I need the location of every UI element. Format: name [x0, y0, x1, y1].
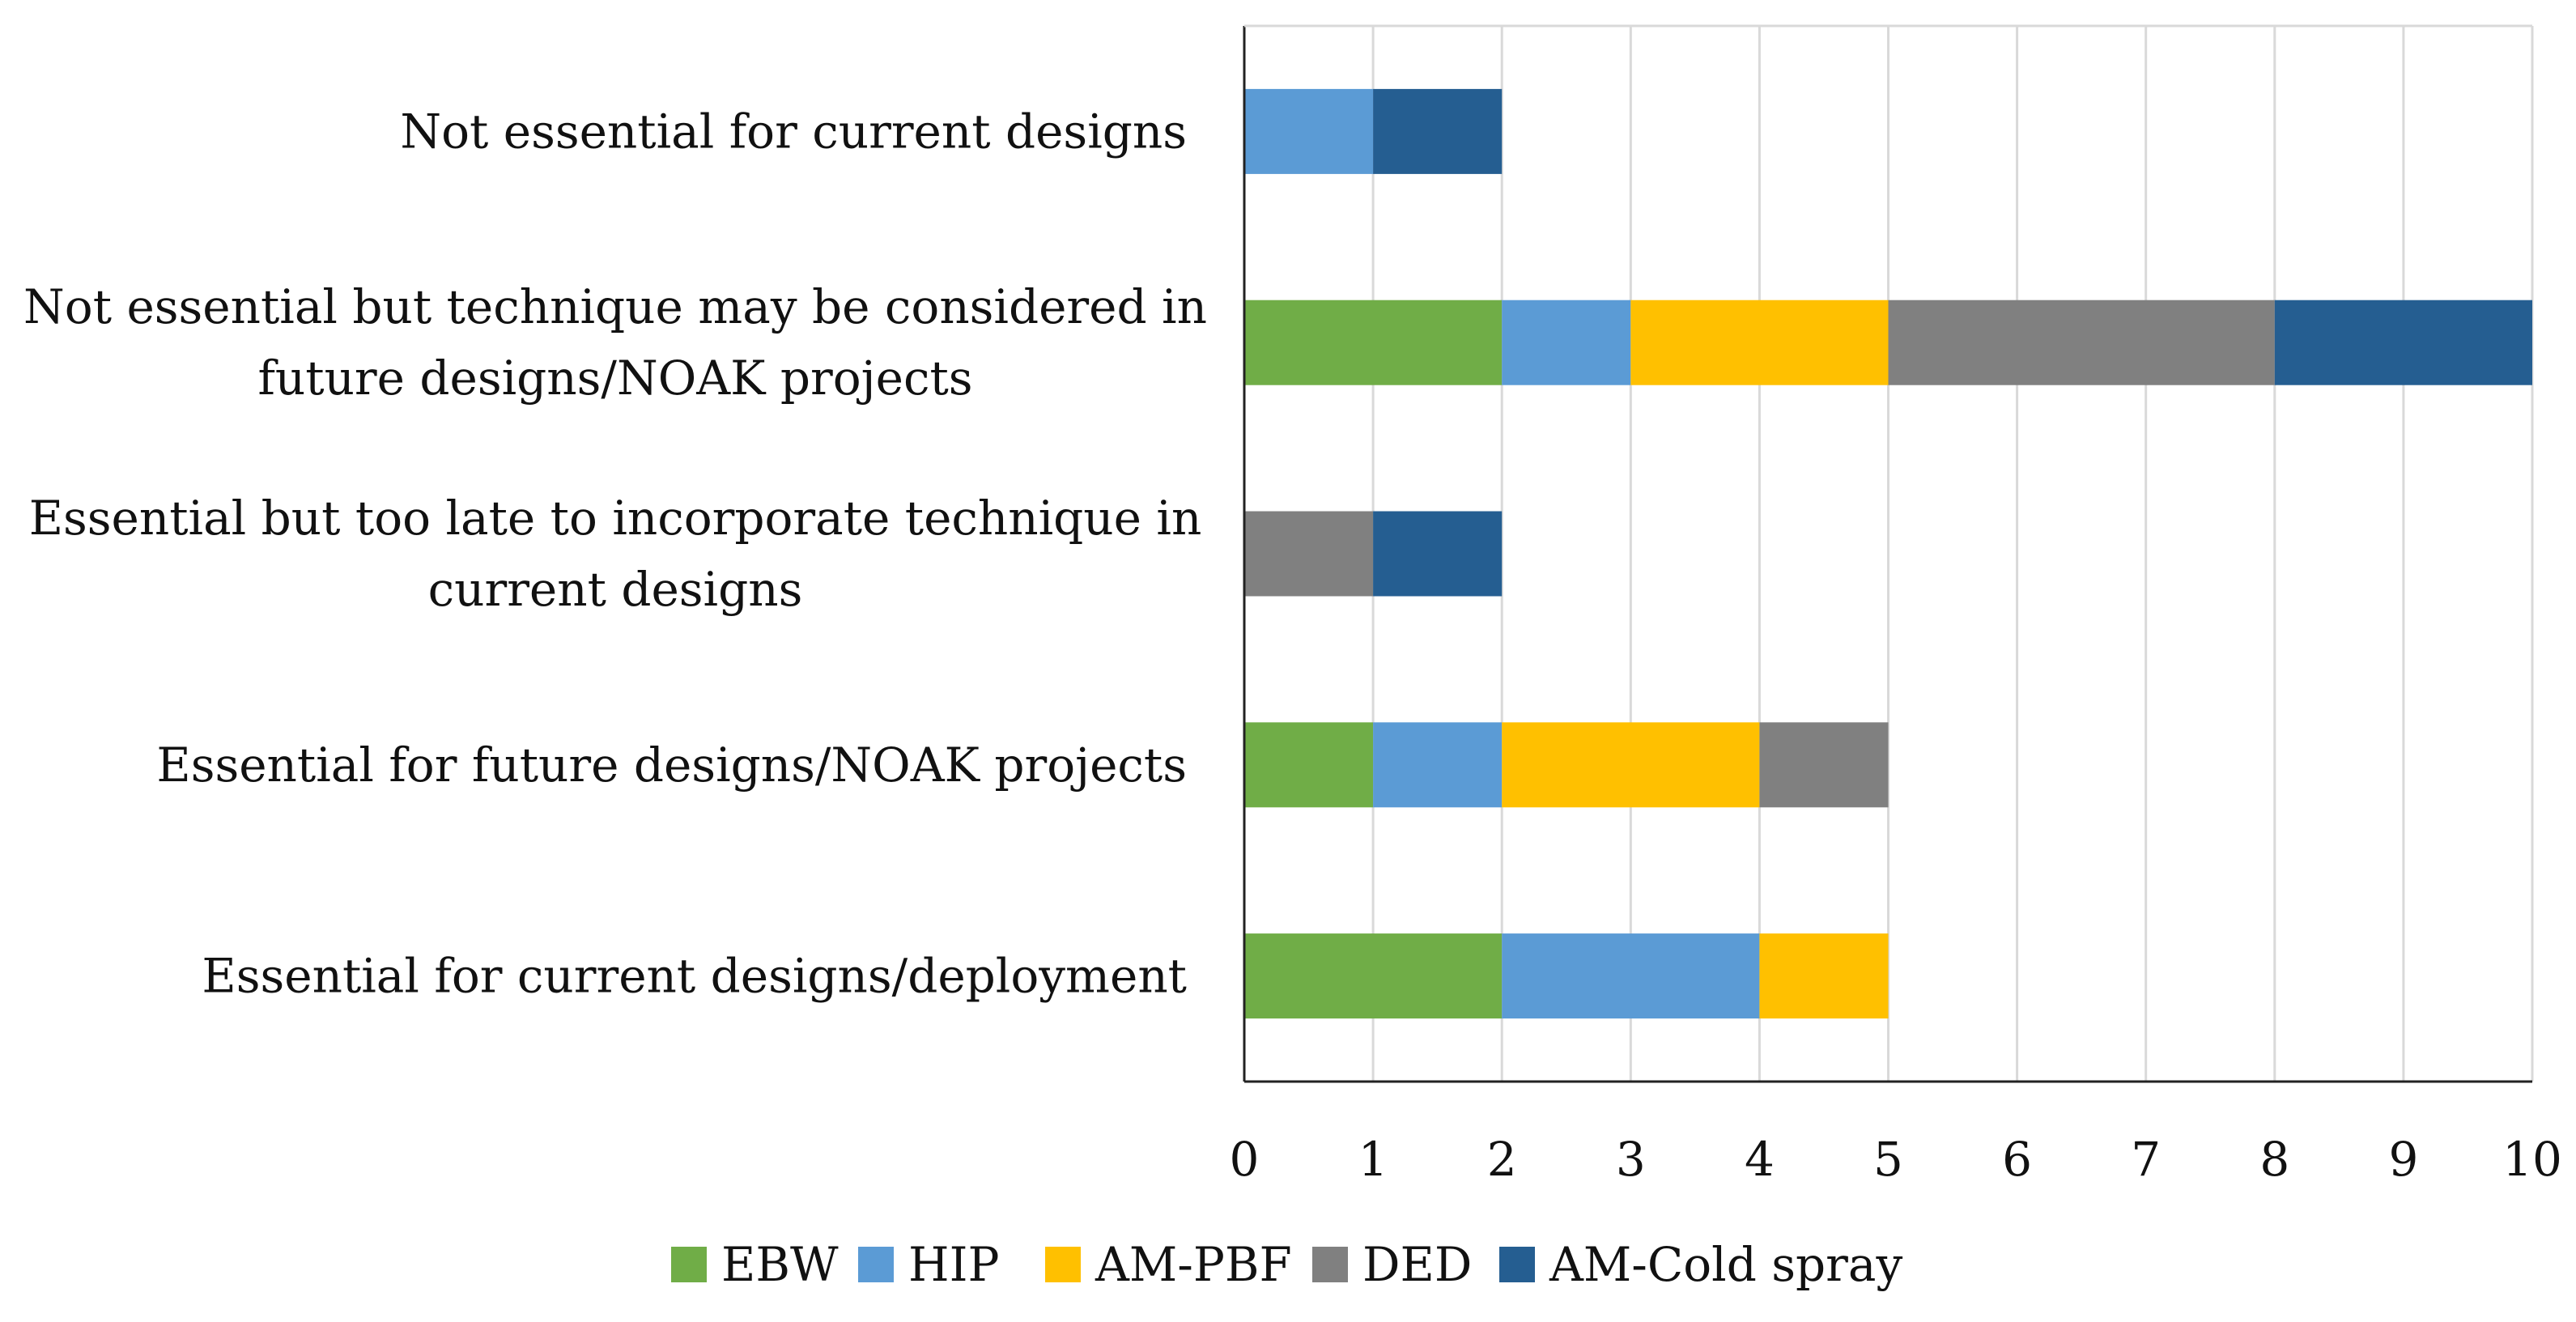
bar-segment-am-pbf: [1630, 300, 1889, 385]
legend-label: AM-PBF: [1095, 1237, 1292, 1292]
x-tick-label: 0: [1230, 1132, 1260, 1187]
x-tick-label: 9: [2388, 1132, 2418, 1187]
bar-segment-ebw: [1244, 722, 1374, 808]
legend-label: AM-Cold spray: [1549, 1237, 1902, 1292]
bar-segment-am-cold-spray: [2274, 300, 2532, 385]
x-tick-label: 2: [1487, 1132, 1517, 1187]
category-label: Not essential for current designs: [400, 104, 1187, 159]
category-label: Essential but too late to incorporate te…: [29, 491, 1202, 546]
bar-segment-am-cold-spray: [1373, 511, 1503, 597]
x-tick-label: 8: [2259, 1132, 2289, 1187]
legend-swatch: [1499, 1247, 1535, 1282]
category-label: current designs: [428, 562, 803, 617]
bar-segment-hip: [1502, 300, 1631, 385]
x-tick-label: 6: [2002, 1132, 2032, 1187]
legend-swatch: [1312, 1247, 1348, 1282]
x-tick-label: 7: [2131, 1132, 2161, 1187]
legend-label: DED: [1362, 1237, 1472, 1292]
bar-segment-hip: [1244, 88, 1374, 174]
legend-label: HIP: [908, 1237, 1000, 1292]
category-label: Essential for current designs/deployment: [202, 949, 1187, 1004]
bar-segment-ebw: [1244, 300, 1503, 385]
legend-label: EBW: [721, 1237, 839, 1292]
x-tick-label: 5: [1873, 1132, 1903, 1187]
category-labels: Not essential for current designs Not ess…: [23, 104, 1207, 1003]
bar-segment-ebw: [1244, 933, 1503, 1019]
axes: [1243, 24, 2532, 1083]
bar-segment-hip: [1373, 722, 1503, 808]
x-tick-label: 3: [1616, 1132, 1646, 1187]
gridlines: [1371, 26, 2534, 1082]
x-tick-label: 10: [2502, 1132, 2562, 1187]
category-label: Not essential but technique may be consi…: [23, 279, 1207, 334]
legend: EBW HIP AM-PBF DED AM-Cold spray: [671, 1237, 1902, 1292]
bar-segment-ded: [1759, 722, 1889, 808]
bars: [1244, 88, 2532, 1019]
legend-swatch: [1045, 1247, 1081, 1282]
x-tick-label: 1: [1358, 1132, 1388, 1187]
legend-swatch: [858, 1247, 894, 1282]
bar-segment-hip: [1502, 933, 1760, 1019]
bar-segment-am-pbf: [1502, 722, 1760, 808]
bar-segment-am-cold-spray: [1373, 88, 1503, 174]
legend-swatch: [671, 1247, 707, 1282]
bar-segment-ded: [1888, 300, 2275, 385]
category-label: Essential for future designs/NOAK projec…: [156, 738, 1187, 793]
bar-segment-am-pbf: [1759, 933, 1889, 1019]
x-tick-label: 4: [1745, 1132, 1775, 1187]
category-label: future designs/NOAK projects: [257, 351, 972, 406]
bar-segment-ded: [1244, 511, 1374, 597]
x-tick-labels: 0 1 2 3 4 5 6 7 8 9 10: [1230, 1132, 2562, 1187]
